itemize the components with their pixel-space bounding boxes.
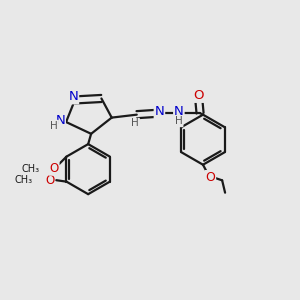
Text: CH₃: CH₃: [14, 175, 33, 184]
Text: CH₃: CH₃: [22, 164, 40, 174]
Text: N: N: [69, 91, 78, 103]
Text: H: H: [50, 121, 58, 130]
Text: H: H: [131, 118, 139, 128]
Text: N: N: [154, 105, 164, 118]
Text: H: H: [175, 116, 183, 126]
Text: N: N: [174, 105, 184, 118]
Text: O: O: [206, 171, 215, 184]
Text: O: O: [45, 174, 54, 187]
Text: N: N: [55, 114, 65, 127]
Text: O: O: [193, 89, 204, 102]
Text: O: O: [50, 162, 59, 175]
